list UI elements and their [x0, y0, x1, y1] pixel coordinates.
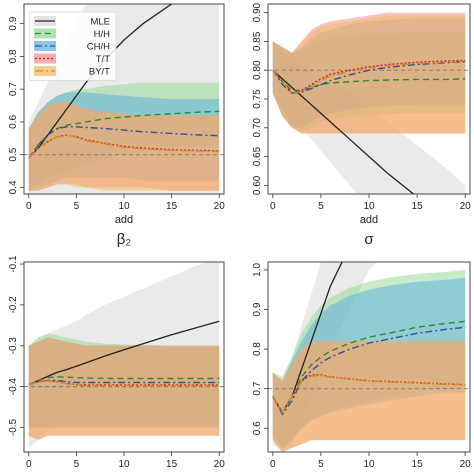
x-tick-label: 15 [412, 459, 424, 470]
y-tick-label: 0.7 [8, 82, 19, 96]
y-tick-label: 0.80 [252, 60, 263, 80]
series-line-by-t [272, 60, 466, 94]
x-tick-label: 15 [412, 201, 424, 212]
x-tick-label: 5 [318, 201, 324, 212]
legend-label: CH/H [87, 42, 110, 53]
x-tick-label: 20 [214, 459, 226, 470]
y-tick-label: 0.6 [8, 115, 19, 129]
series-line-mle [28, 320, 220, 386]
panel-4: 0 5 10 15 20 0.6 0.7 0.8 0.9 1.0 σ [252, 231, 472, 470]
band-by-t [272, 341, 466, 452]
series-line-ch-h [28, 126, 220, 159]
x-tick-label: 20 [460, 201, 472, 212]
y-tick-label: 0.75 [252, 89, 263, 109]
panel-title: σ [364, 231, 374, 248]
x-tick-label: 0 [270, 201, 276, 212]
y-tick-label: 0.85 [252, 31, 263, 51]
x-tick-label: 15 [166, 459, 178, 470]
series-line-by-t [28, 134, 220, 159]
plot-area [268, 262, 470, 452]
x-tick-label: 15 [166, 201, 178, 212]
y-tick-label: 0.4 [8, 180, 19, 194]
x-tick-label: 10 [363, 459, 375, 470]
x-tick-label: 5 [318, 459, 324, 470]
y-tick-label: -0.2 [8, 296, 19, 314]
legend-label: MLE [90, 17, 110, 28]
series-line-by-t [28, 380, 220, 387]
x-tick-label: 20 [214, 201, 226, 212]
series-line-by-t [272, 374, 466, 414]
x-axis-label: add [360, 214, 378, 226]
y-tick-label: 0.9 [252, 302, 263, 316]
y-tick-label: 0.8 [8, 49, 19, 63]
y-tick-label: 0.5 [8, 147, 19, 161]
x-tick-label: 10 [118, 201, 130, 212]
x-tick-label: 10 [118, 459, 130, 470]
legend-label: H/H [94, 29, 111, 40]
x-tick-label: 5 [74, 201, 80, 212]
x-tick-label: 20 [460, 459, 472, 470]
plot-area [268, 12, 470, 194]
y-tick-label: 0.6 [252, 421, 263, 435]
y-tick-label: -0.5 [8, 418, 19, 436]
legend-label: T/T [96, 54, 110, 65]
panel-title: β₂ [117, 231, 132, 248]
y-tick-label: 0.65 [252, 146, 263, 166]
x-tick-label: 10 [363, 201, 375, 212]
legend-label: BY/T [89, 67, 110, 78]
panel-3: 0 5 10 15 20 -0.5 -0.4 -0.3 -0.2 -0.1 β₂ [8, 231, 225, 470]
y-tick-label: -0.4 [8, 378, 19, 396]
x-tick-label: 0 [270, 459, 276, 470]
series-line-mle [272, 69, 415, 194]
series-line-t-t [28, 379, 220, 386]
series-line-mle [28, 4, 173, 159]
y-tick-label: -0.3 [8, 337, 19, 355]
series-line-h-h [28, 376, 220, 386]
y-tick-label: 0.8 [252, 342, 263, 356]
y-tick-label: 0.60 [252, 175, 263, 195]
series-line-h-h [272, 69, 466, 92]
y-tick-label: 0.90 [252, 2, 263, 22]
series-line-t-t [272, 59, 466, 94]
y-tick-label: 1.0 [252, 263, 263, 277]
panel-2: 0 5 10 15 20 0.60 0.65 0.70 0.75 0.80 0.85 0.90 add [252, 2, 472, 226]
legend-swatch [34, 66, 56, 76]
x-tick-label: 0 [26, 201, 32, 212]
x-tick-label: 5 [74, 459, 80, 470]
plot-area [24, 4, 224, 194]
band-by-t [272, 15, 466, 134]
y-tick-label: -0.1 [8, 255, 19, 273]
y-tick-label: 0.7 [252, 381, 263, 395]
band-by-t [28, 337, 220, 440]
x-axis-label: add [115, 214, 133, 226]
series-line-ch-h [272, 326, 466, 416]
y-tick-label: 0.9 [8, 16, 19, 30]
plot-area [24, 262, 224, 448]
y-tick-label: 0.70 [252, 118, 263, 138]
series-line-h-h [28, 110, 220, 159]
x-tick-label: 0 [26, 459, 32, 470]
